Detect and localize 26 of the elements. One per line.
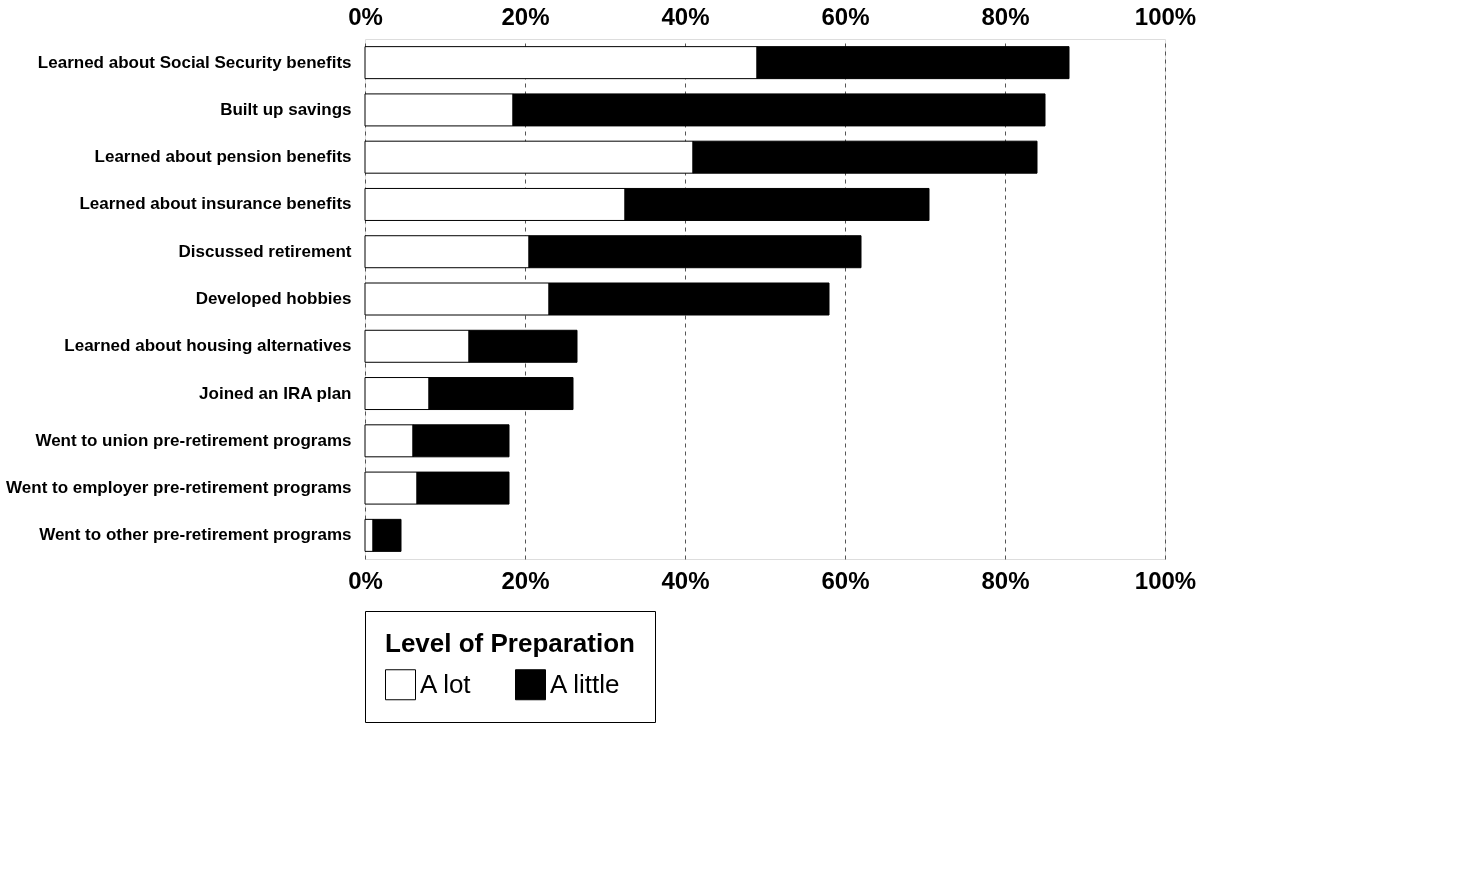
y-tick-label: Went to employer pre-retirement programs: [6, 478, 352, 498]
y-tick-label: Developed hobbies: [195, 289, 352, 308]
y-tick-label: Learned about insurance benefits: [79, 194, 352, 214]
legend-label: A little: [550, 668, 620, 699]
x2-tick-label: 40%: [661, 2, 710, 30]
y-tick-label: Learned about pension benefits: [94, 147, 352, 167]
y-tick-label: Built up savings: [220, 99, 352, 119]
y-tick-label: Learned about Social Security benefits: [37, 52, 352, 72]
x-tick-label: 60%: [821, 566, 870, 594]
y-tick-label: Discussed retirement: [178, 241, 352, 261]
legend-label: A lot: [420, 668, 472, 699]
y-tick-label: Went to union pre-retirement programs: [35, 430, 352, 450]
x2-tick-label: 0%: [348, 2, 383, 30]
y-tick-label: Went to other pre-retirement programs: [39, 525, 352, 545]
x-tick-label: 100%: [1134, 566, 1197, 594]
x2-tick-label: 20%: [501, 2, 550, 30]
x2-tick-label: 100%: [1134, 2, 1197, 30]
y-tick-label: Joined an IRA plan: [199, 383, 352, 403]
y-tick-label: Learned about housing alternatives: [64, 336, 352, 356]
x2-tick-label: 60%: [821, 2, 870, 30]
x-tick-label: 80%: [981, 566, 1030, 594]
x2-tick-label: 80%: [981, 2, 1030, 30]
legend-title: Level of Preparation: [385, 628, 635, 658]
x-tick-label: 0%: [348, 566, 383, 594]
x-tick-label: 20%: [501, 566, 550, 594]
x-tick-label: 40%: [661, 566, 710, 594]
